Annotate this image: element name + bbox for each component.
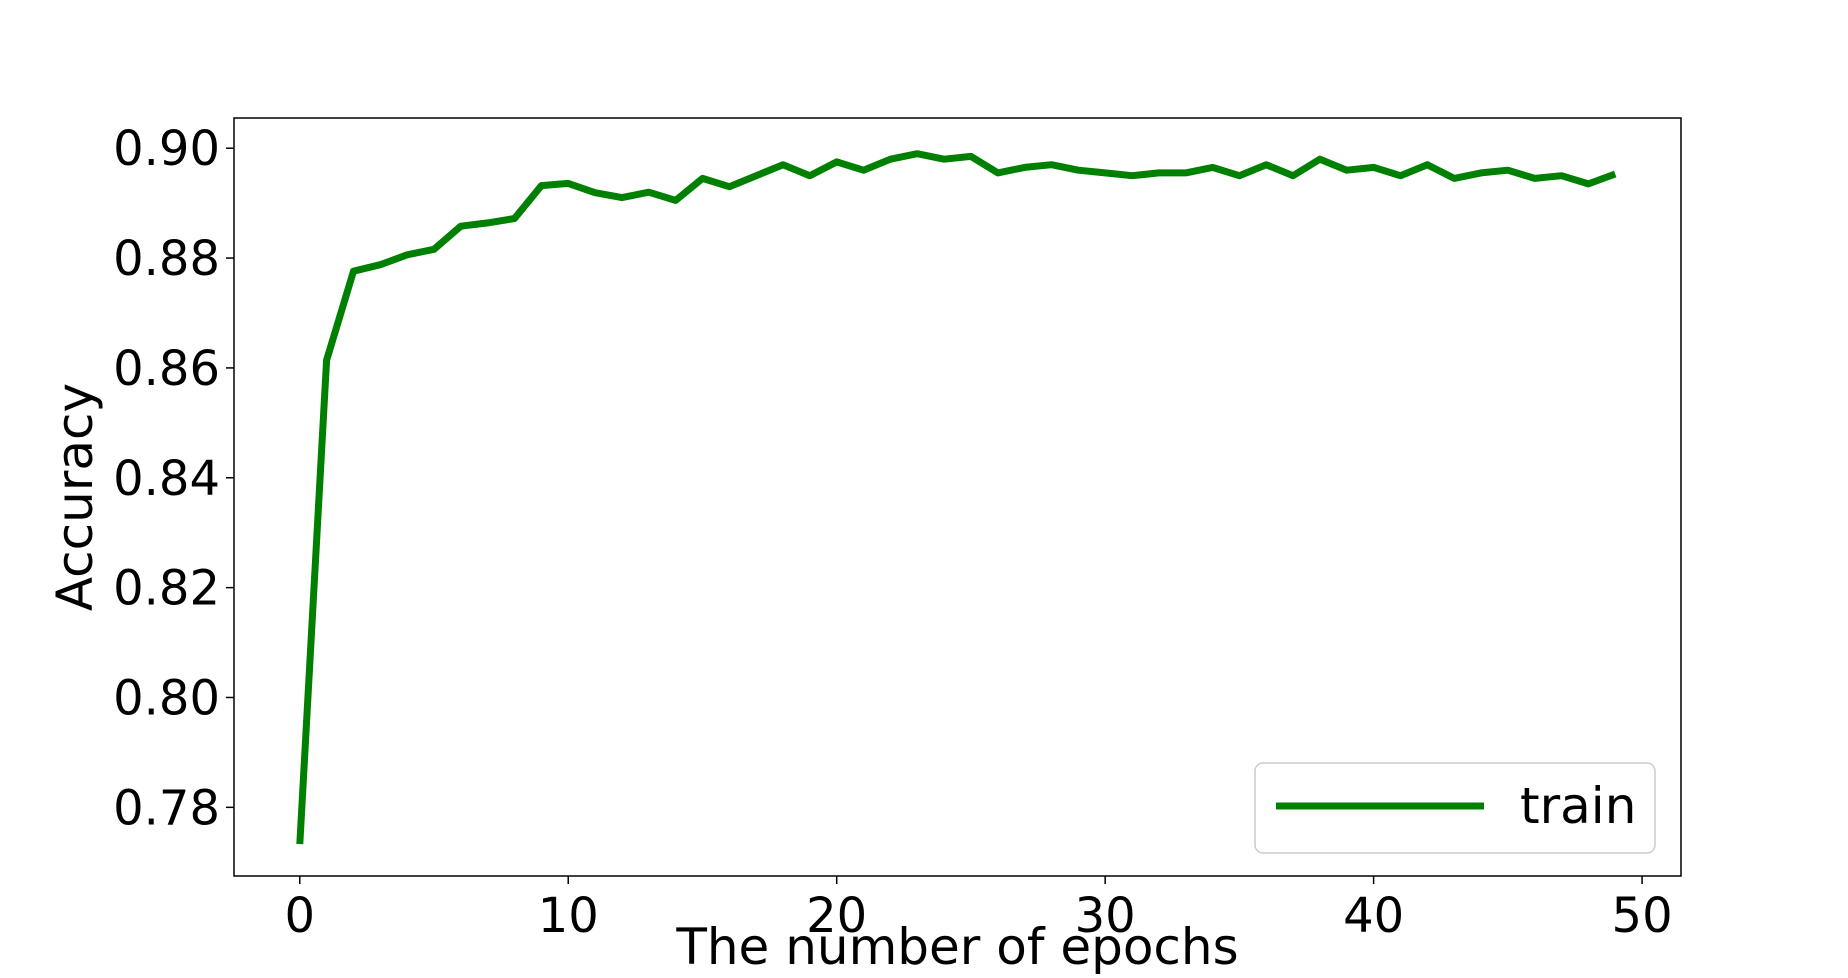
y-axis-label: Accuracy — [46, 383, 104, 611]
y-tick-label: 0.82 — [113, 561, 220, 617]
x-tick-label: 20 — [806, 888, 867, 944]
y-tick-label: 0.88 — [113, 231, 220, 287]
legend-label-train: train — [1520, 777, 1636, 835]
legend: train — [1254, 762, 1656, 854]
y-tick-label: 0.90 — [113, 121, 220, 177]
x-tick-label: 40 — [1343, 888, 1404, 944]
x-tick-label: 50 — [1612, 888, 1673, 944]
y-axis-ticks: 0.78 0.80 0.82 0.84 0.86 0.88 0.90 — [113, 121, 234, 836]
x-tick-label: 0 — [284, 888, 315, 944]
y-tick-label: 0.86 — [113, 341, 220, 397]
x-tick-label: 30 — [1075, 888, 1136, 944]
plot-area-frame — [233, 117, 1682, 877]
y-tick-label: 0.78 — [113, 780, 220, 836]
x-axis-ticks: 0 10 20 30 40 50 — [284, 876, 1673, 944]
x-axis-label: The number of epochs — [675, 918, 1238, 974]
series-line-train — [296, 150, 1617, 845]
y-tick-label: 0.84 — [113, 451, 220, 507]
y-tick-label: 0.80 — [113, 670, 220, 726]
x-tick-label: 10 — [538, 888, 599, 944]
